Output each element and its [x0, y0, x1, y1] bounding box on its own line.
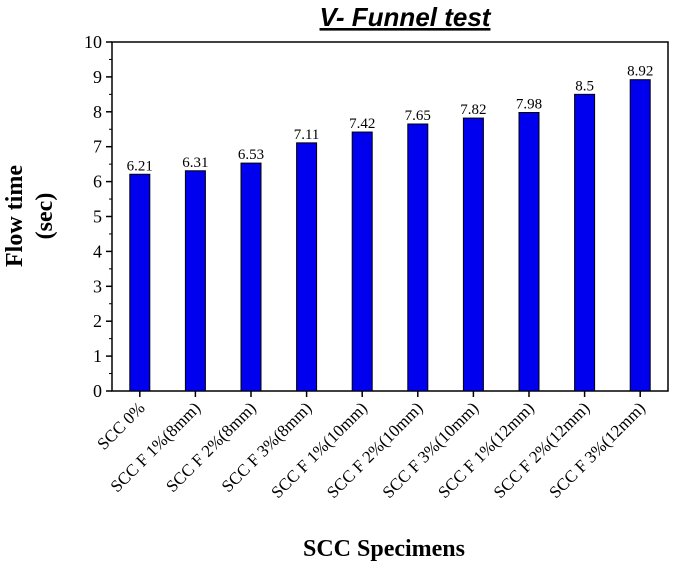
y-axis-title: Flow time (sec) [2, 165, 58, 267]
bar [574, 93, 596, 392]
x-axis-title: SCC Specimens [303, 536, 465, 562]
data-label: 7.11 [294, 127, 320, 143]
bar [407, 123, 429, 392]
y-tick-label: 0 [93, 381, 102, 401]
x-category-label: SCC F 1%(12mm) [434, 398, 538, 502]
data-label: 6.21 [127, 158, 153, 174]
y-axis-title-line-2: (sec) [32, 193, 58, 240]
bar [518, 111, 540, 392]
bar [629, 79, 651, 392]
bar [184, 170, 206, 392]
y-axis-title-line-1: Flow time [2, 165, 28, 267]
bar [240, 162, 262, 392]
data-label: 7.98 [516, 96, 542, 112]
y-tick-label: 8 [93, 102, 102, 122]
y-tick-label: 10 [84, 32, 102, 52]
x-category-label: SCC F 3%(12mm) [545, 398, 649, 502]
y-tick-label: 4 [93, 241, 102, 261]
data-label: 7.65 [405, 108, 431, 124]
y-tick-label: 1 [93, 346, 102, 366]
data-label: 6.53 [238, 147, 264, 163]
x-category-label: SCC F 1%(10mm) [267, 398, 371, 502]
data-label: 8.5 [575, 78, 594, 94]
x-category-label: SCC F 2%(10mm) [323, 398, 427, 502]
data-label: 6.31 [182, 155, 208, 171]
x-category-label: SCC F 2%(12mm) [490, 398, 594, 502]
y-tick-label: 3 [93, 276, 102, 296]
x-category-label: SCC F 3%(10mm) [379, 398, 483, 502]
data-label: 8.92 [627, 64, 653, 80]
y-tick-label: 2 [93, 311, 102, 331]
y-tick-label: 5 [93, 207, 102, 227]
x-category-label: SCC 0% [93, 398, 148, 453]
y-tick-label: 7 [93, 137, 102, 157]
bar [296, 142, 318, 392]
chart-title: V- Funnel test [320, 2, 492, 32]
bar [462, 117, 484, 392]
data-label: 7.82 [460, 102, 486, 118]
y-tick-label: 9 [93, 67, 102, 87]
bar [129, 173, 151, 392]
data-label: 7.42 [349, 116, 375, 132]
bar [351, 131, 373, 392]
y-tick-label: 6 [93, 172, 102, 192]
